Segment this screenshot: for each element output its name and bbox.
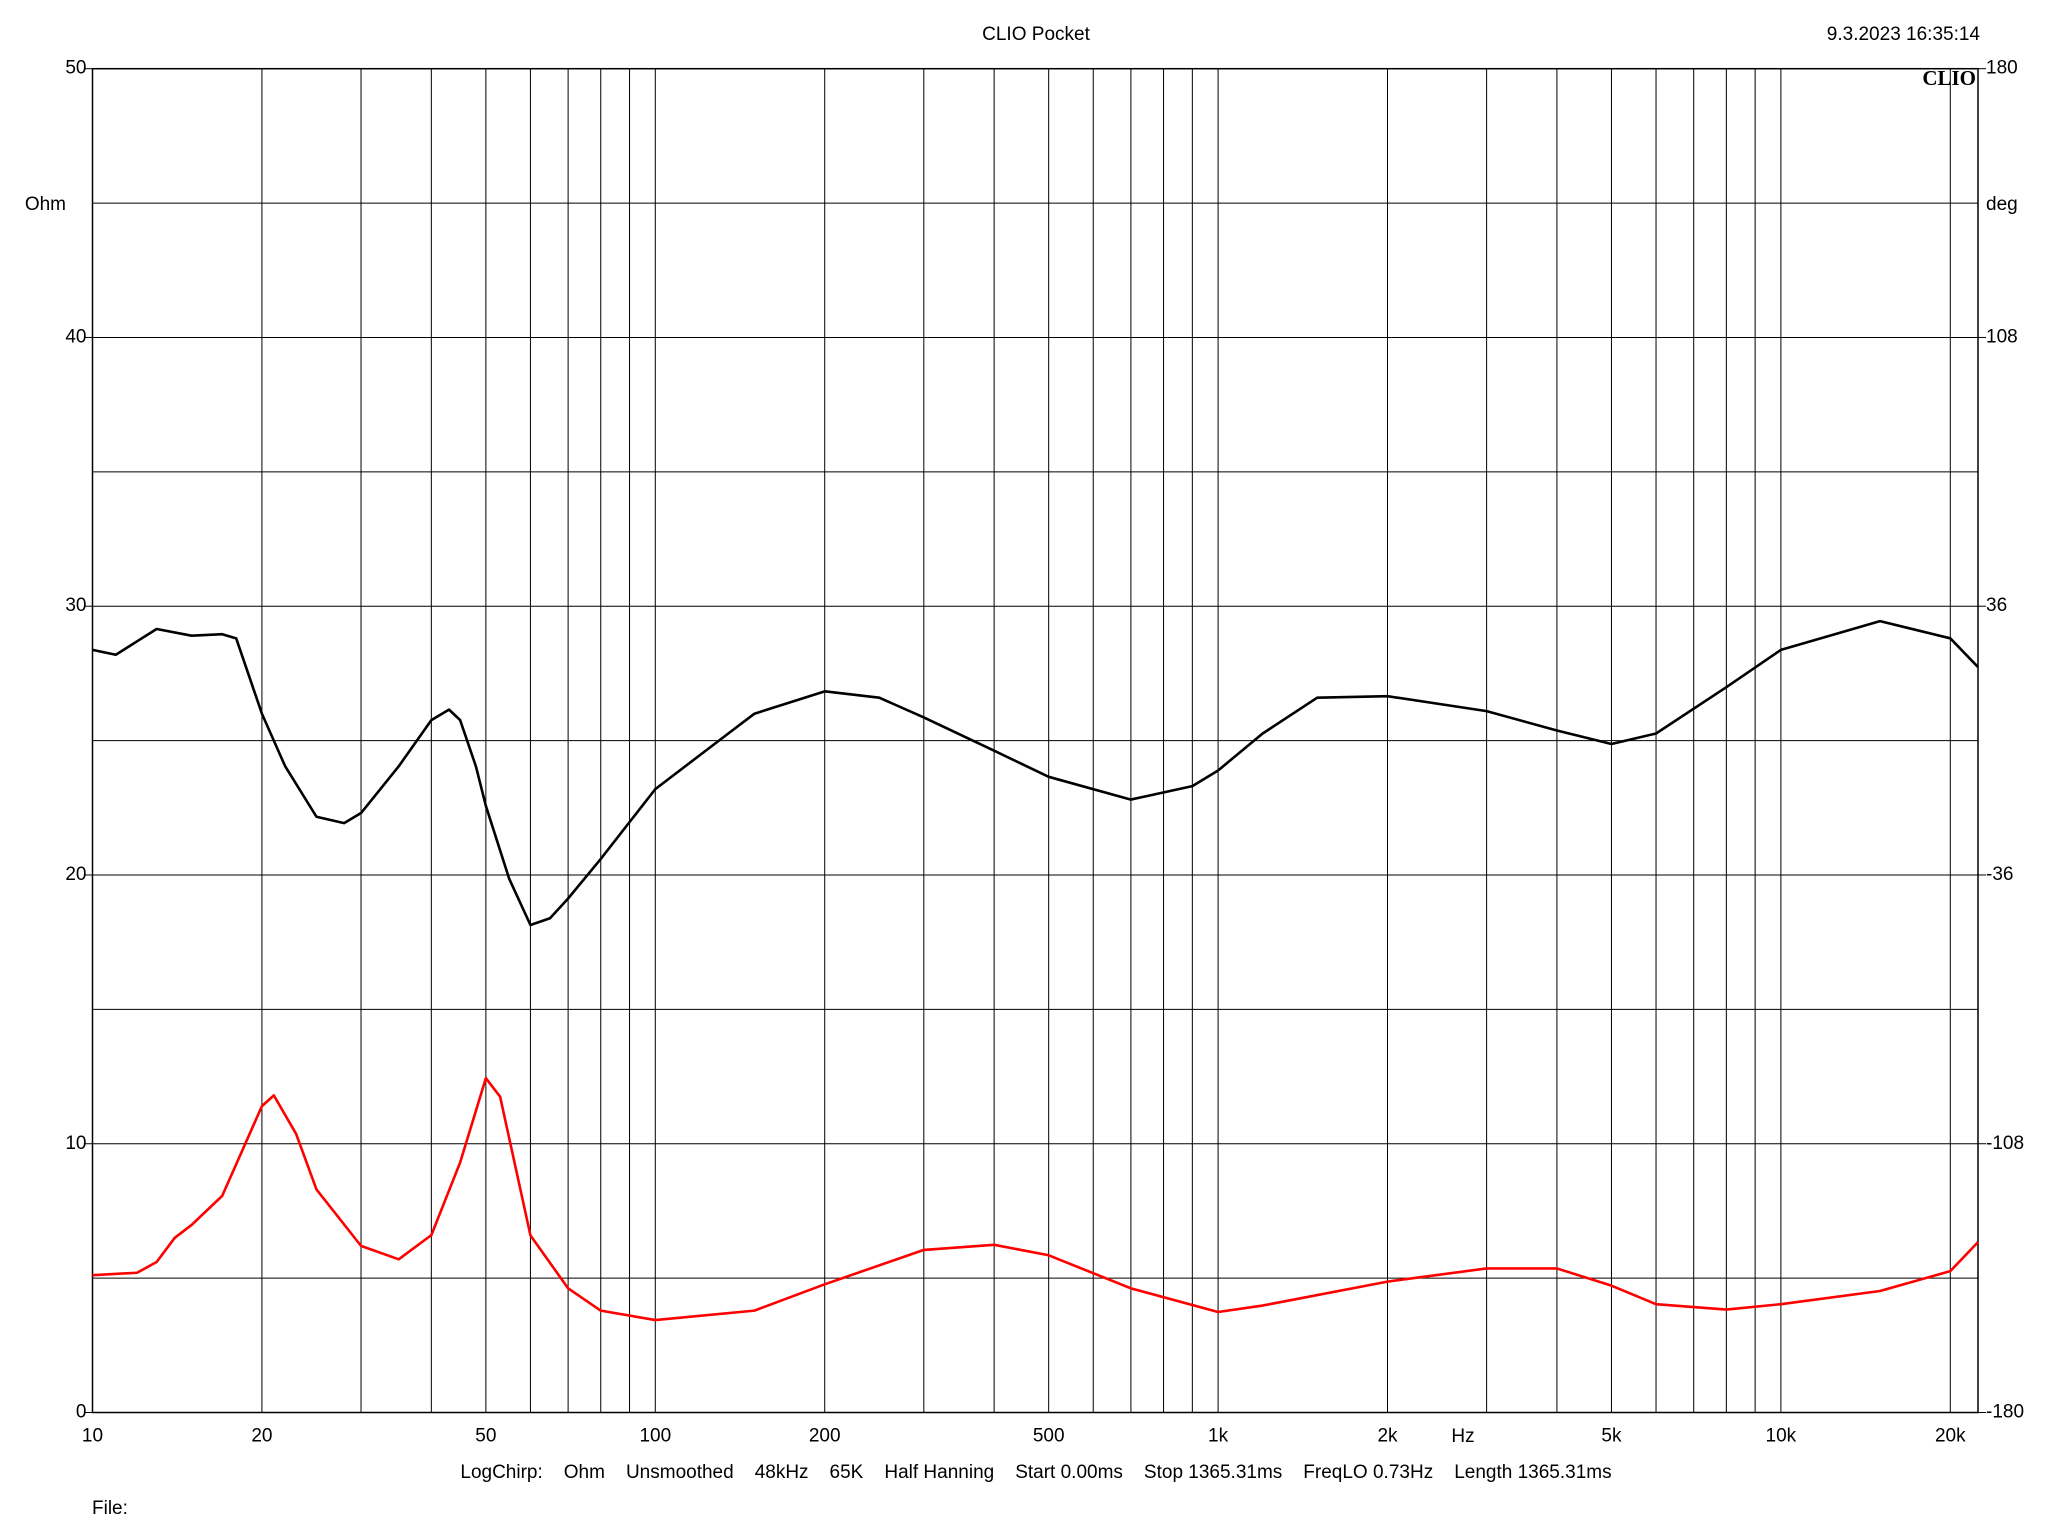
y-tick-label: 40: [65, 326, 86, 347]
y-tick-label: 50: [65, 58, 86, 79]
y2-tick-label: 180: [1986, 58, 2018, 79]
footer-item: 65K: [830, 1462, 864, 1483]
x-axis-label: Hz: [1451, 1426, 1474, 1447]
footer-item: Unsmoothed: [626, 1462, 734, 1483]
chart-title: CLIO Pocket: [982, 24, 1090, 45]
plot-frame: [91, 67, 1979, 1414]
footer-item: Ohm: [564, 1462, 605, 1483]
x-tick-label: 2k: [1377, 1426, 1398, 1447]
x-tick-label: 5k: [1601, 1426, 1622, 1447]
footer-item: LogChirp:: [460, 1462, 542, 1483]
data-line: [92, 619, 1979, 927]
y2-tick-label: -180: [1986, 1402, 2024, 1423]
x-tick-label: 20k: [1935, 1426, 1966, 1447]
x-tick-label: 20: [251, 1426, 272, 1447]
y-axis-label: Ohm: [25, 194, 66, 215]
y2-axis-label: deg: [1986, 194, 2018, 215]
y-tick-label: 0: [76, 1402, 87, 1423]
y2-tick-label: 36: [1986, 595, 2007, 616]
logo: CLIO: [1922, 66, 1976, 90]
x-tick-label: 200: [809, 1426, 841, 1447]
x-tick-label: 10k: [1766, 1426, 1797, 1447]
footer-item: 48kHz: [755, 1462, 809, 1483]
y2-tick-label: 108: [1986, 326, 2018, 347]
y-tick-label: 10: [65, 1133, 86, 1154]
footer: LogChirp: Ohm Unsmoothed 48kHz 65K Half Hanni…: [460, 1462, 1611, 1483]
y-tick-label: 20: [65, 864, 86, 885]
file-label: File:: [92, 1498, 128, 1519]
x-tick-label: 10: [82, 1426, 103, 1447]
x-tick-label: 1k: [1208, 1426, 1229, 1447]
y2-tick-label: -108: [1986, 1133, 2024, 1154]
x-tick-label: 500: [1033, 1426, 1065, 1447]
footer-item: FreqLO 0.73Hz: [1303, 1462, 1433, 1483]
x-tick-label: 100: [639, 1426, 671, 1447]
footer-item: Start 0.00ms: [1015, 1462, 1123, 1483]
x-tick-label: 50: [475, 1426, 496, 1447]
timestamp: 9.3.2023 16:35:14: [1827, 24, 1981, 45]
footer-item: Stop 1365.31ms: [1144, 1462, 1282, 1483]
y-tick-label: 30: [65, 595, 86, 616]
data-line: [92, 1076, 1979, 1322]
y2-tick-label: -36: [1986, 864, 2013, 885]
footer-item: Length 1365.31ms: [1454, 1462, 1611, 1483]
footer-item: Half Hanning: [884, 1462, 994, 1483]
